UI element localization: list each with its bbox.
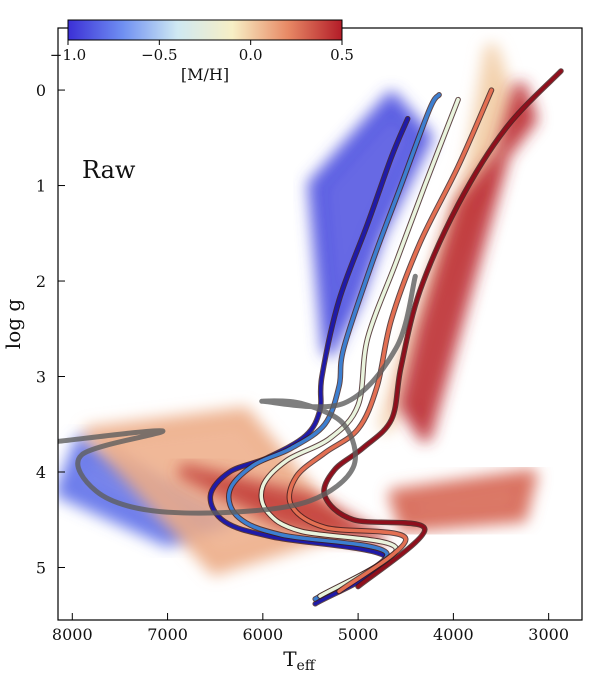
colorbar-tick-label: −0.5 — [141, 46, 177, 64]
y-tick-label: 5 — [36, 558, 46, 577]
colorbar-ticks: −1.0 −0.5 0.0 0.5 — [50, 40, 354, 64]
isochrone-line-4 — [287, 88, 494, 594]
y-tick-label: 1 — [36, 177, 46, 196]
x-tick-label: 7000 — [147, 625, 188, 644]
y-tick-label: 3 — [36, 368, 46, 387]
x-axis-title-main: T — [283, 647, 297, 671]
isochrone-layer — [58, 68, 564, 607]
x-tick-label: 8000 — [52, 625, 93, 644]
x-axis-ticks: 8000 7000 6000 5000 4000 3000 — [52, 613, 569, 644]
y-axis-title: log g — [1, 299, 25, 350]
y-tick-label: 0 — [36, 81, 46, 100]
colorbar-gradient — [67, 19, 343, 41]
density-region-m-dwarf-sequence — [387, 467, 539, 534]
x-tick-label: 5000 — [338, 625, 379, 644]
colorbar: −1.0 −0.5 0.0 0.5 [M/H] — [50, 19, 354, 84]
x-tick-label: 3000 — [528, 625, 569, 644]
isochrone-line-6 — [58, 273, 418, 516]
density-region-giant-branch-metal-rich — [396, 81, 539, 443]
colorbar-tick-label: 0.0 — [239, 46, 263, 64]
y-axis-ticks: 0 1 2 3 4 5 — [36, 81, 65, 577]
x-axis-title: Teff — [283, 647, 316, 674]
x-tick-label: 6000 — [242, 625, 283, 644]
isochrone-line-5 — [322, 69, 563, 589]
panel-label: Raw — [82, 156, 136, 184]
x-tick-label: 4000 — [433, 625, 474, 644]
colorbar-tick-label: −1.0 — [50, 46, 86, 64]
x-axis-title-sub: eff — [297, 658, 316, 674]
y-tick-label: 2 — [36, 272, 46, 291]
colorbar-title: [M/H] — [181, 65, 229, 84]
colorbar-tick-label: 0.5 — [330, 46, 354, 64]
isochrone-line-3 — [259, 97, 460, 598]
y-tick-label: 4 — [36, 463, 46, 482]
density-layer — [58, 42, 539, 577]
isochrone-line-2 — [226, 93, 441, 601]
svg-text:Teff: Teff — [283, 647, 316, 674]
